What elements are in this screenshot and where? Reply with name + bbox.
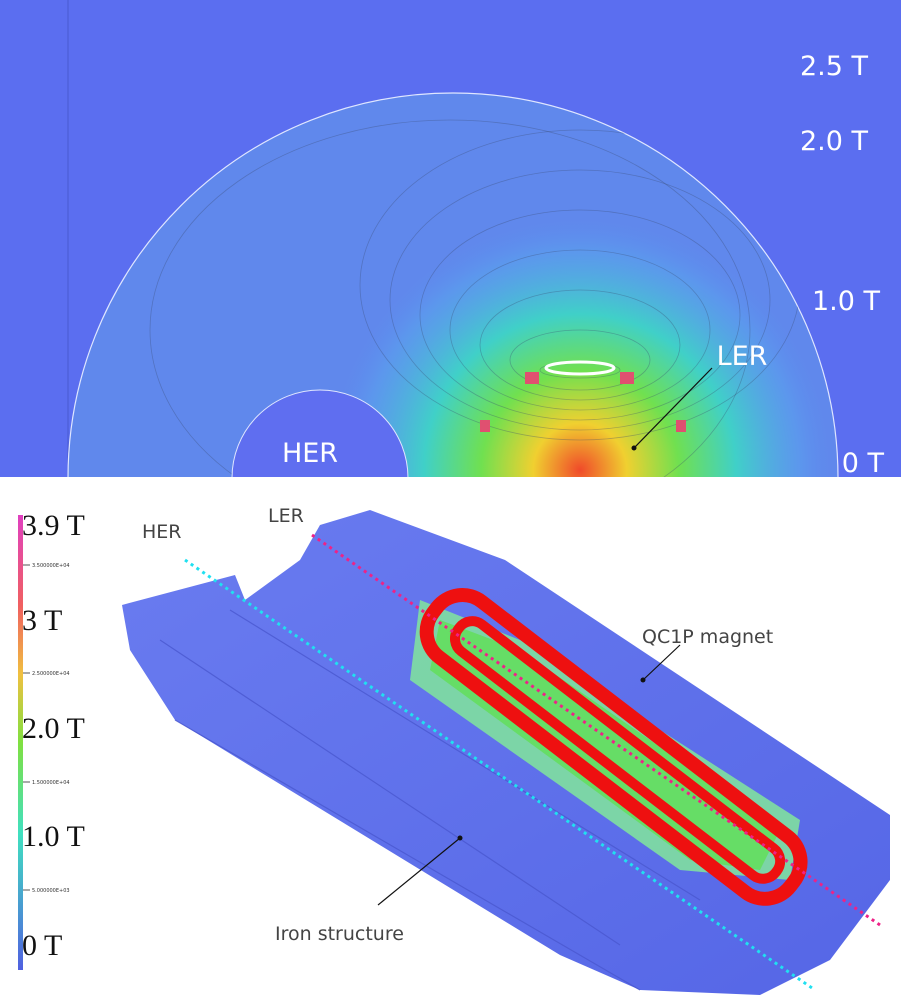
scale-label: 1.0 T bbox=[812, 286, 881, 317]
scale-label: 0 T bbox=[842, 448, 885, 479]
iron-structure bbox=[122, 510, 890, 995]
magnet-3d: 3.500000E+04 2.500000E+04 1.500000E+04 5… bbox=[18, 505, 890, 995]
scale-label: 2.0 T bbox=[22, 712, 85, 745]
scale-label: 2.0 T bbox=[800, 126, 869, 157]
figure: HER LER 2.5 T 2.0 T 1.0 T 0 T 3.500000E+… bbox=[0, 0, 901, 1002]
ler-label: LER bbox=[717, 341, 768, 372]
scale-label: 2.5 T bbox=[800, 51, 869, 82]
her-label: HER bbox=[142, 521, 182, 543]
tick-label: 5.000000E+03 bbox=[32, 888, 70, 894]
tick-label: 3.500000E+04 bbox=[32, 563, 70, 569]
iron-annotation: Iron structure bbox=[275, 923, 404, 945]
scale-label: 0 T bbox=[22, 929, 62, 962]
tick-label: 2.500000E+04 bbox=[32, 671, 70, 677]
her-label: HER bbox=[282, 438, 338, 469]
ler-label: LER bbox=[268, 505, 304, 527]
magnet-annotation: QC1P magnet bbox=[642, 626, 773, 648]
tick-label: 1.500000E+04 bbox=[32, 780, 70, 786]
scale-label: 1.0 T bbox=[22, 820, 85, 853]
scale-label: 3.9 T bbox=[22, 509, 85, 542]
scale-label: 3 T bbox=[22, 604, 62, 637]
